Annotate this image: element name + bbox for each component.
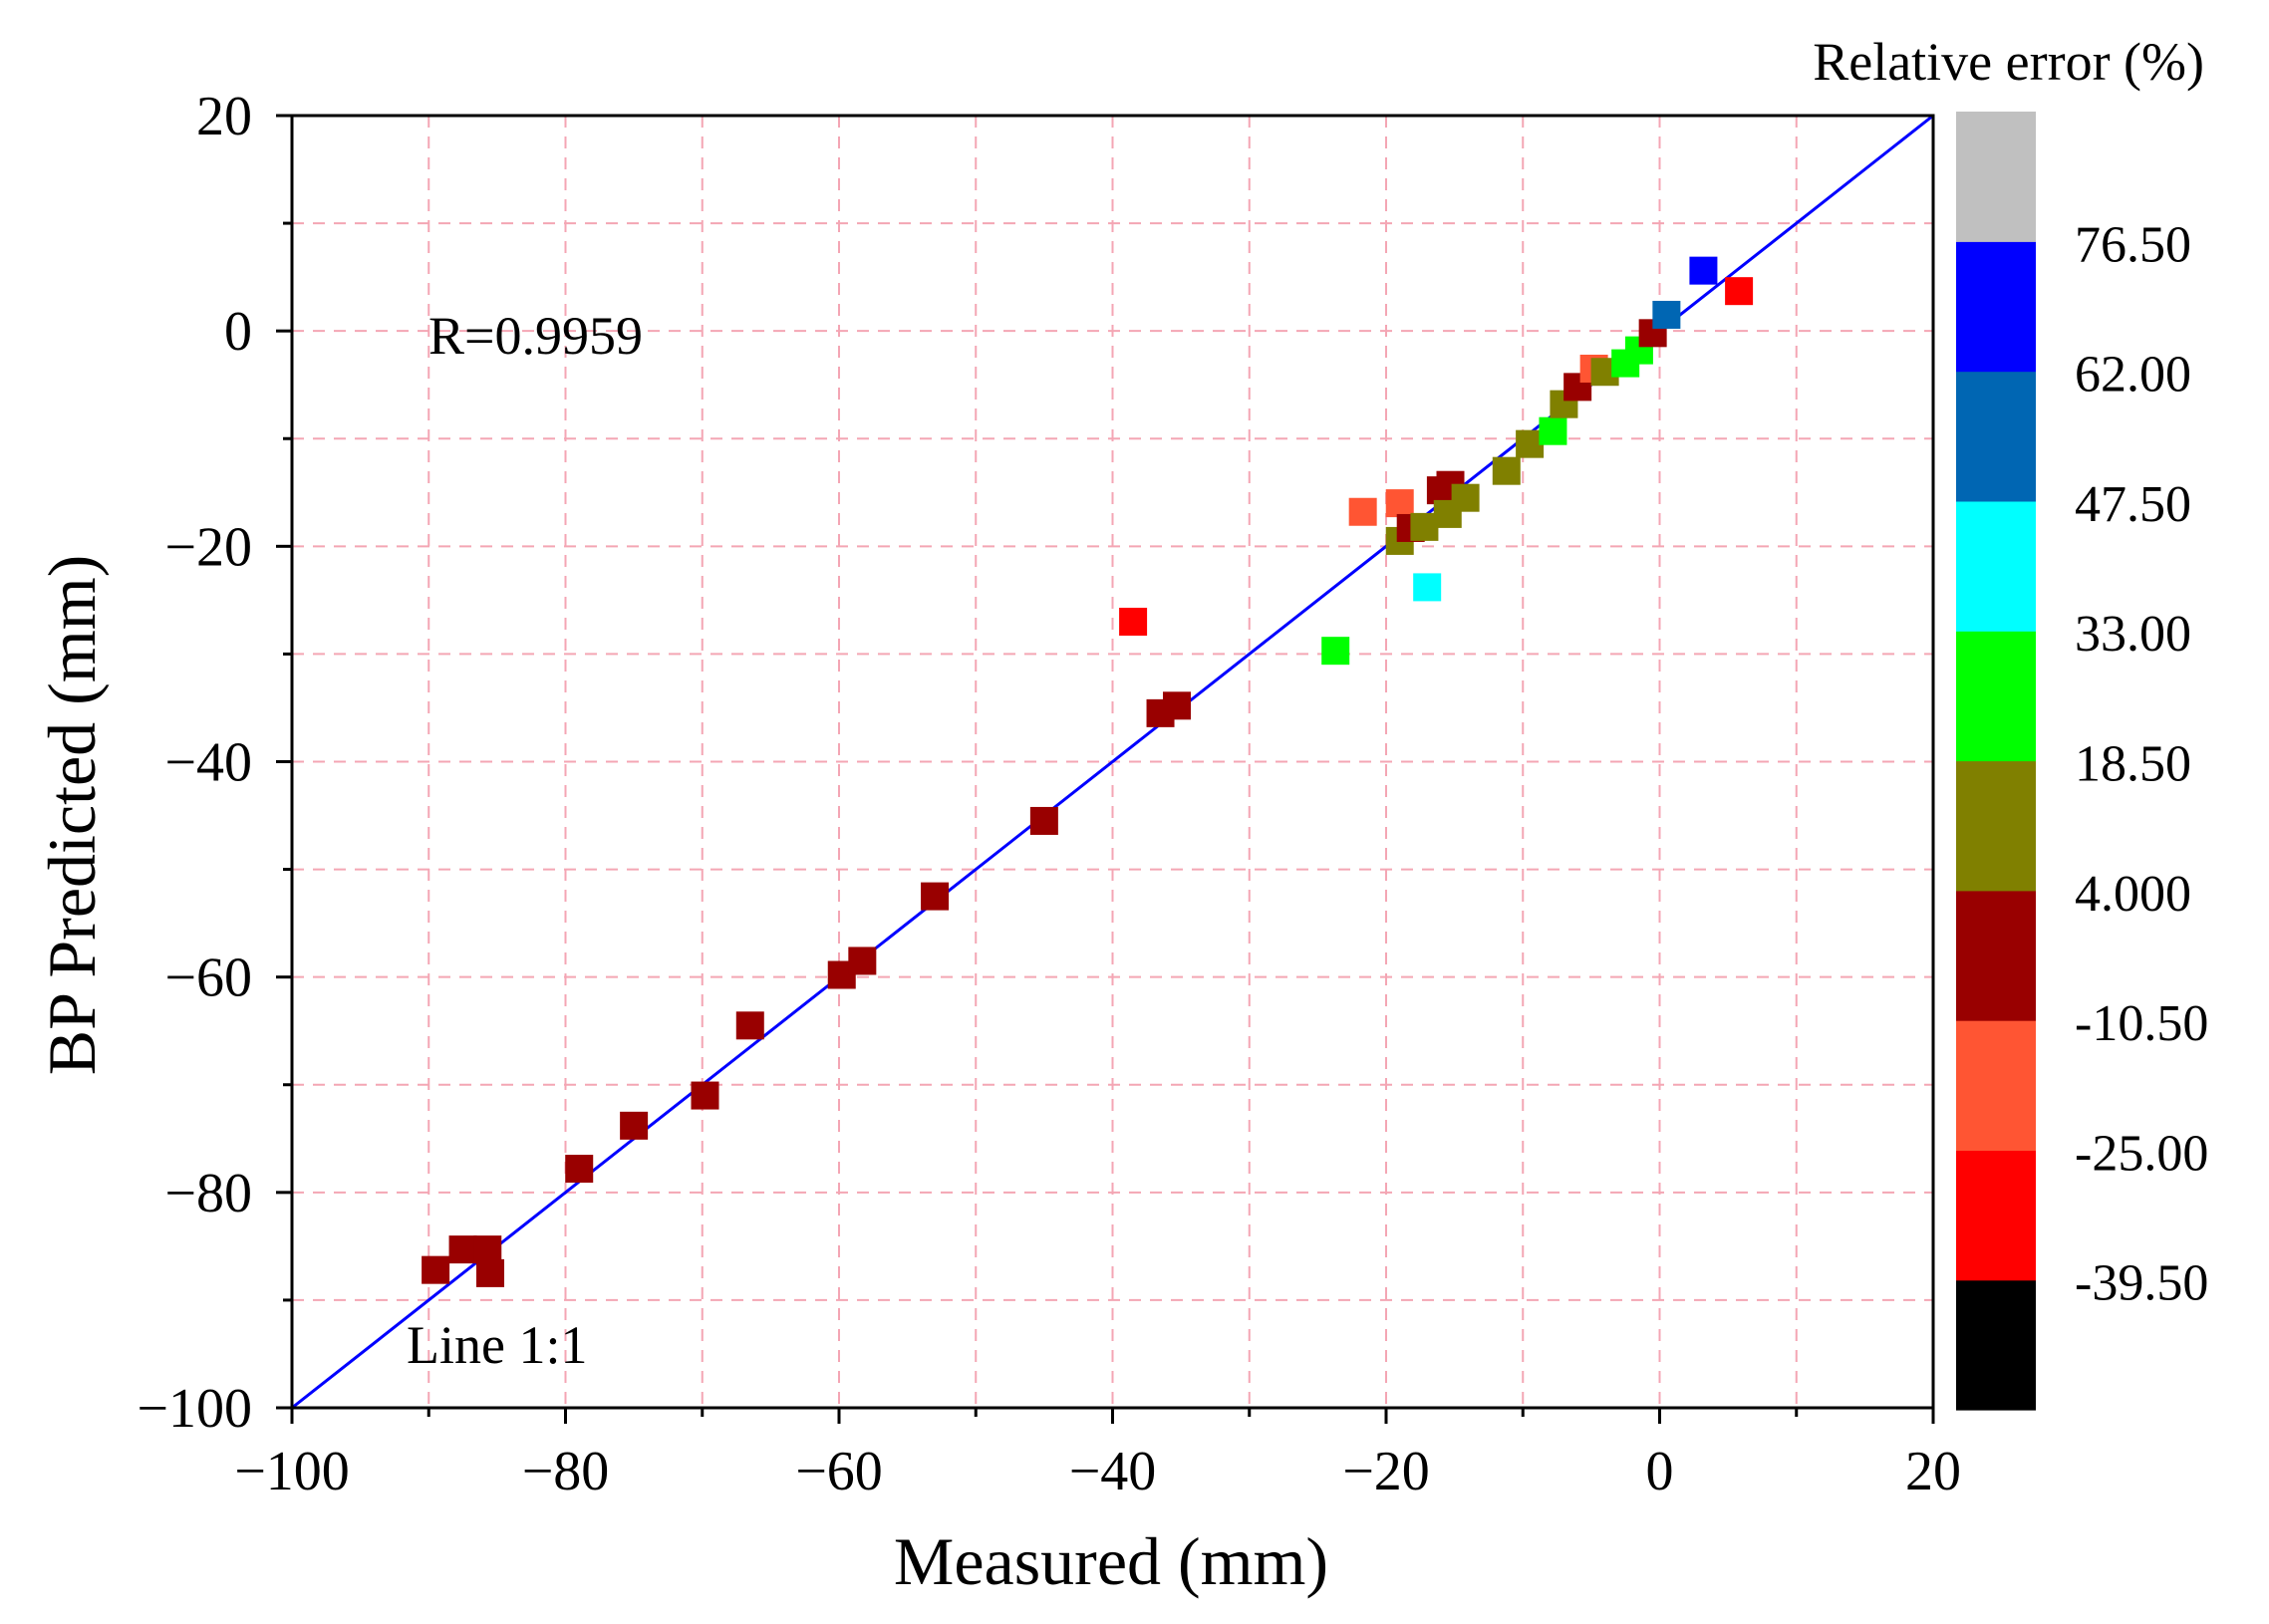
line-1-1-label: Line 1:1 bbox=[407, 1315, 587, 1375]
data-point bbox=[921, 882, 950, 911]
y-axis-title: BP Predicted (mm) bbox=[34, 555, 110, 1076]
data-point bbox=[1029, 806, 1058, 835]
y-tick-label: −60 bbox=[164, 947, 252, 1009]
y-tick-label: −100 bbox=[137, 1378, 252, 1440]
colorbar-segment bbox=[1956, 1150, 2036, 1281]
colorbar-segment bbox=[1956, 241, 2036, 373]
y-tick-label: 20 bbox=[196, 86, 252, 147]
colorbar-label: 47.50 bbox=[2075, 476, 2191, 533]
colorbar: -39.50 -25.00 -10.50 4.000 18.50 33.00 47.50 62… bbox=[1956, 112, 2208, 1411]
colorbar-label: 33.00 bbox=[2075, 606, 2191, 663]
data-point bbox=[565, 1155, 594, 1184]
data-point bbox=[1413, 573, 1442, 602]
x-tick-label: 20 bbox=[1905, 1441, 1961, 1502]
colorbar-label: -25.00 bbox=[2075, 1125, 2208, 1182]
data-point bbox=[1492, 456, 1521, 485]
x-tick-label: 0 bbox=[1646, 1441, 1674, 1502]
data-points bbox=[422, 256, 1754, 1287]
y-tick-label: 0 bbox=[224, 301, 252, 363]
colorbar-segment bbox=[1956, 500, 2036, 632]
colorbar-segment bbox=[1956, 371, 2036, 502]
x-tick-label: −60 bbox=[795, 1441, 883, 1502]
x-tick-label: −40 bbox=[1069, 1441, 1157, 1502]
colorbar-segment bbox=[1956, 631, 2036, 762]
colorbar-segment bbox=[1956, 112, 2036, 242]
colorbar-label: 62.00 bbox=[2075, 347, 2191, 404]
data-point bbox=[473, 1235, 502, 1264]
data-point bbox=[1689, 256, 1718, 285]
colorbar-label: -10.50 bbox=[2075, 995, 2208, 1052]
data-point bbox=[691, 1081, 719, 1110]
x-tick-label: −20 bbox=[1342, 1441, 1430, 1502]
axis-ticks: −100 −80 −60 −40 −20 0 20 −100 −80 −60 −40 −20 0 20 bbox=[137, 86, 1961, 1502]
colorbar-segment bbox=[1956, 1020, 2036, 1151]
data-point bbox=[1321, 637, 1350, 666]
data-point bbox=[620, 1111, 649, 1140]
data-point bbox=[1451, 483, 1480, 512]
colorbar-title: Relative error (%) bbox=[1813, 32, 2204, 92]
colorbar-label: -39.50 bbox=[2075, 1255, 2208, 1312]
data-point bbox=[848, 947, 877, 975]
colorbar-label: 4.000 bbox=[2075, 866, 2191, 923]
y-tick-label: −40 bbox=[164, 732, 252, 794]
r-annotation: R=0.9959 bbox=[428, 306, 643, 366]
data-point bbox=[448, 1235, 477, 1264]
colorbar-segment bbox=[1956, 1279, 2036, 1411]
colorbar-segment bbox=[1956, 890, 2036, 1021]
data-point bbox=[735, 1011, 764, 1040]
x-axis-title: Measured (mm) bbox=[894, 1523, 1328, 1599]
colorbar-label: 76.50 bbox=[2075, 216, 2191, 273]
colorbar-label: 18.50 bbox=[2075, 736, 2191, 793]
data-point bbox=[1348, 497, 1377, 526]
data-point bbox=[1385, 489, 1414, 518]
data-point bbox=[476, 1258, 505, 1287]
x-tick-label: −80 bbox=[522, 1441, 610, 1502]
data-point bbox=[1119, 607, 1148, 636]
x-tick-label: −100 bbox=[234, 1441, 350, 1502]
data-point bbox=[422, 1255, 450, 1284]
data-point bbox=[1163, 691, 1192, 720]
y-tick-label: −80 bbox=[164, 1163, 252, 1224]
data-point bbox=[1725, 277, 1754, 306]
y-tick-label: −20 bbox=[164, 516, 252, 578]
colorbar-segment bbox=[1956, 760, 2036, 892]
data-point bbox=[1539, 416, 1567, 445]
data-point bbox=[1652, 300, 1681, 329]
